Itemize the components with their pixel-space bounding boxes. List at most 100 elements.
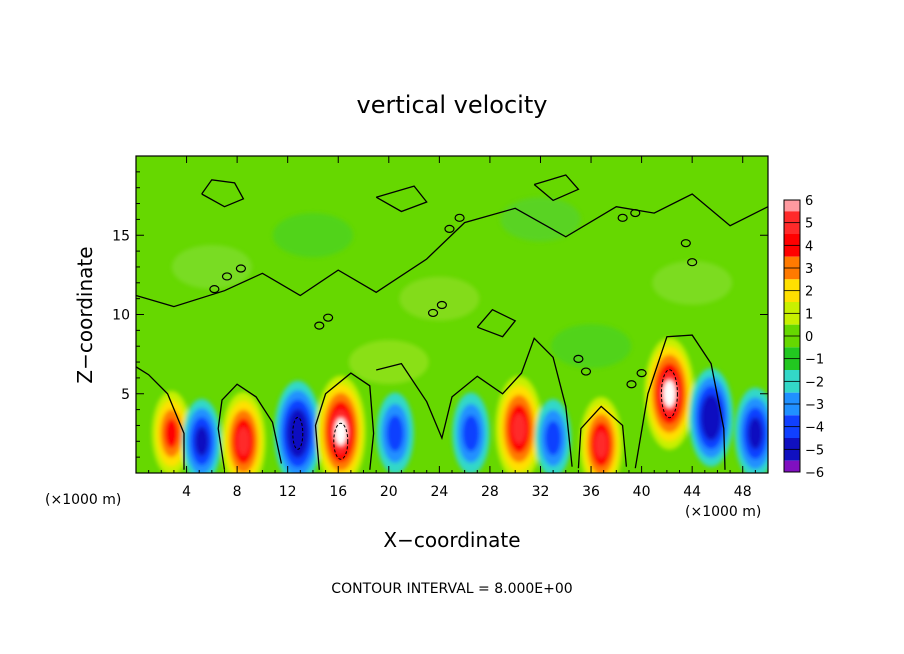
chart-title: vertical velocity [357,91,548,119]
colorbar-swatch [784,347,800,359]
dashed-contour-1 [292,416,304,450]
colorbar-label: −1 [805,353,824,368]
contour-loop-6 [436,300,447,310]
colorbar-swatch [784,211,800,223]
velocity-cell-8-ring-2 [545,420,562,456]
contour-loop-9 [626,380,637,389]
colorbar-swatch [784,234,800,246]
colorbar-swatch [784,460,800,472]
y-tick-label: 5 [121,387,130,403]
contour-lines [136,174,768,470]
contour-line-8 [533,174,580,202]
x-tick-label: 20 [380,484,398,500]
x-tick-label: 8 [233,484,242,500]
contour-loop-10 [636,369,647,378]
contour-interval-note: CONTOUR INTERVAL = 8.000E+00 [331,581,572,597]
x-tick-label: 44 [683,484,701,500]
colorbar-label: 1 [805,307,813,322]
velocity-cell-1-ring-3 [195,426,209,456]
colorbar-swatch [784,392,800,404]
colorbar-swatch [784,313,800,325]
colorbar-swatch [784,324,800,336]
contour-loop-0 [209,285,220,294]
x-tick-label: 48 [734,484,752,500]
colorbar-swatch [784,381,800,393]
upper-patch-3 [500,197,581,242]
upper-patch-4 [652,260,733,305]
dashed-contour-2 [660,369,678,419]
x-unit-label-right: (×1000 m) [685,504,761,520]
contour-line-4 [577,405,628,469]
x-tick-label: 32 [532,484,550,500]
contour-loop-14 [687,258,698,267]
x-tick-label: 16 [329,484,347,500]
velocity-cell-9-ring-4 [595,430,608,459]
colorbar-swatch [784,415,800,427]
colorbar-swatch [784,245,800,257]
dashed-contour-0 [333,422,349,460]
colorbar-swatch [784,370,800,382]
colorbar-swatch [784,268,800,280]
colorbar-label: −2 [805,375,824,390]
x-tick-label: 36 [582,484,600,500]
contour-line-3 [376,337,573,467]
colorbar-swatch [784,449,800,461]
y-axis-ticks: 5 10 15 [112,171,768,458]
contour-loop-5 [427,308,439,318]
velocity-cell-0-ring-3 [164,418,179,449]
colorbar-swatch [784,358,800,370]
contour-line-2 [314,372,375,470]
contour-loop-16 [454,213,465,222]
contour-loop-3 [314,321,325,330]
colorbar: 6 5 4 3 2 1 0 −1 −2 −3 −4 −5 −6 [783,194,824,481]
y-tick-label: 10 [112,308,130,324]
velocity-cell-4-ring-5 [334,418,347,446]
contour-loop-2 [235,264,247,273]
contour-line-1 [217,383,283,470]
x-tick-label: 4 [182,484,191,500]
contour-line-5 [634,334,726,470]
colorbar-swatch [784,200,800,212]
y-tick-label: 15 [112,228,130,244]
contour-line-0 [136,366,185,470]
velocity-field [151,197,768,473]
colorbar-swatch [784,222,800,234]
colorbar-label: −6 [805,466,824,481]
y-axis-label: Z−coordinate [73,246,97,383]
colorbar-swatch [784,404,800,416]
contour-loop-8 [580,367,592,376]
contour-loop-13 [680,239,691,248]
plot-area [136,156,768,473]
contour-line-10 [476,308,517,338]
x-tick-label: 40 [633,484,651,500]
x-axis-ticks: 4 8 12 16 20 24 28 32 36 40 44 48 [148,156,756,500]
upper-patch-0 [171,244,252,289]
colorbar-swatch [784,336,800,348]
contour-line-7 [201,179,245,208]
colorbar-swatch [784,438,800,450]
x-axis-label: X−coordinate [383,528,520,552]
velocity-cell-12-ring-3 [748,417,763,450]
contour-loop-1 [221,272,233,281]
contour-line-6 [136,193,768,308]
velocity-cell-3-ring-4 [291,418,305,449]
contour-loop-11 [617,213,628,222]
colorbar-swatch [784,426,800,438]
contour-loop-15 [444,224,455,234]
upper-patch-5 [348,340,429,385]
contour-line-9 [375,185,428,213]
upper-patch-1 [272,213,353,258]
upper-patch-2 [399,276,480,321]
velocity-cell-2-ring-4 [237,427,250,456]
colorbar-swatch [784,290,800,302]
colorbar-label: −5 [805,443,824,458]
field-blobs [151,197,768,473]
contour-loop-7 [573,354,584,363]
contour-loop-4 [323,313,334,322]
colorbar-swatch [784,256,800,268]
colorbar-label: 3 [805,262,813,277]
x-tick-label: 12 [279,484,297,500]
colorbar-swatch [784,302,800,314]
colorbar-label: 2 [805,285,813,300]
